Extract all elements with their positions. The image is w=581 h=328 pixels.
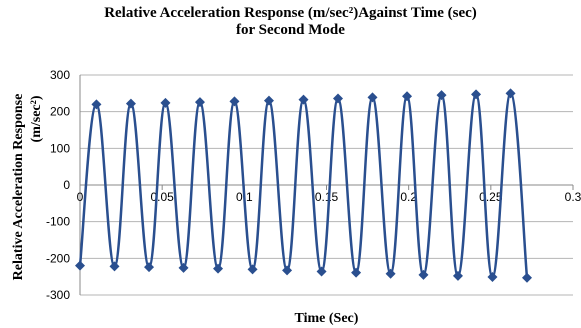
y-tick-label: 300 (50, 68, 70, 82)
data-point (402, 91, 413, 102)
data-point (213, 263, 224, 274)
data-point (316, 266, 327, 277)
data-point (109, 261, 120, 272)
data-point (194, 97, 205, 108)
y-axis-title-line-1: Relative Acceleration Response (11, 94, 26, 281)
y-axis-title-line-2: (m/sec²) (29, 95, 44, 142)
chart-title-line-2: for Second Mode (236, 22, 345, 38)
data-point (333, 93, 344, 104)
x-tick-label: 0.3 (565, 190, 581, 204)
data-point (298, 94, 309, 105)
y-tick-label: -200 (46, 251, 70, 265)
y-tick-label: -300 (46, 288, 70, 302)
data-point (160, 97, 171, 108)
y-tick-label: 200 (50, 105, 70, 119)
data-point (229, 96, 240, 107)
data-point (75, 260, 85, 271)
y-tick-labels: 300 200 100 0 -100 -200 -300 (46, 68, 70, 302)
y-tick-label: -100 (46, 215, 70, 229)
data-point (91, 99, 102, 110)
y-tick-label: 100 (50, 141, 70, 155)
x-tick-label: 0 (77, 190, 84, 204)
data-point (351, 267, 362, 278)
chart-title-line-1: Relative Acceleration Response (m/sec²)A… (104, 5, 477, 21)
axes (79, 75, 574, 295)
data-points (75, 88, 532, 283)
data-point (367, 92, 378, 103)
x-tick-label: 0.2 (400, 190, 417, 204)
data-point (282, 265, 293, 276)
data-point (418, 269, 429, 280)
data-point (385, 268, 396, 279)
data-point (263, 95, 274, 106)
x-tick-label: 0.05 (150, 190, 174, 204)
data-point (178, 262, 189, 273)
data-point (247, 264, 258, 275)
series-line (78, 92, 529, 279)
data-point (487, 272, 498, 283)
data-point (125, 98, 136, 109)
data-point (144, 262, 155, 273)
data-point (452, 270, 463, 281)
data-point (505, 88, 516, 99)
y-tick-label: 0 (63, 178, 70, 192)
data-point (436, 90, 447, 101)
data-point (471, 89, 482, 100)
x-axis-title: Time (Sec) (295, 311, 359, 326)
y-axis-title: Relative Acceleration Response (m/sec²) (11, 94, 44, 281)
data-point (521, 272, 532, 283)
x-tick-label: 0.15 (315, 190, 339, 204)
